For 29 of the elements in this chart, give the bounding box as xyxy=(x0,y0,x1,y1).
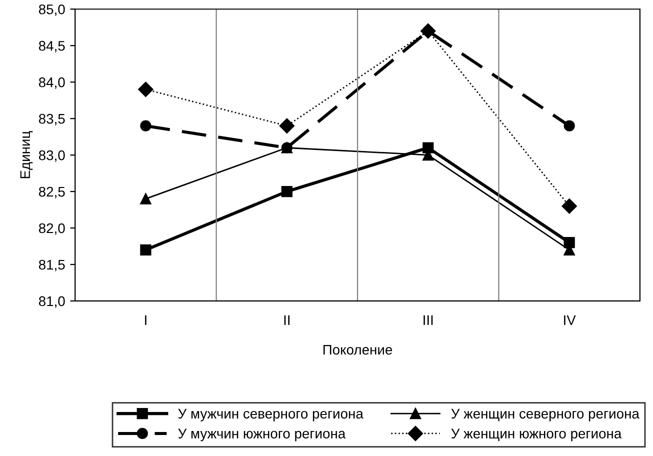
point xyxy=(138,82,154,97)
y-tick-label: 81,5 xyxy=(38,260,65,272)
x-tick-label: III xyxy=(424,315,433,325)
point xyxy=(140,120,152,132)
x-tick-label: II xyxy=(284,315,290,325)
point xyxy=(564,120,575,132)
y-axis-title: Единиц xyxy=(20,131,33,178)
x-axis-title: Поколение xyxy=(323,344,392,355)
point xyxy=(562,198,577,214)
legend-label: У женщин южного региона xyxy=(451,428,622,442)
y-tick-label: 83,5 xyxy=(38,114,65,126)
legend-label: У женщин северного региона xyxy=(451,408,640,422)
point xyxy=(279,118,294,134)
x-tick-label: I xyxy=(145,315,146,325)
point xyxy=(140,244,152,256)
x-tick-label: IV xyxy=(564,315,576,325)
y-tick-label: 84,0 xyxy=(38,77,65,89)
legend-label: У мужчин северного региона xyxy=(178,408,364,422)
y-tick-label: 84,5 xyxy=(38,40,65,52)
point xyxy=(281,142,292,154)
point xyxy=(140,193,152,204)
y-tick-label: 82,5 xyxy=(38,186,65,198)
y-tick-label: 85,0 xyxy=(38,4,65,16)
point xyxy=(422,142,434,154)
legend-label: У мужчин южного региона xyxy=(178,428,346,442)
y-tick-label: 83,0 xyxy=(38,150,65,162)
y-tick-label: 81,0 xyxy=(38,296,65,308)
y-tick-label: 82,0 xyxy=(38,223,65,235)
point xyxy=(281,186,292,198)
